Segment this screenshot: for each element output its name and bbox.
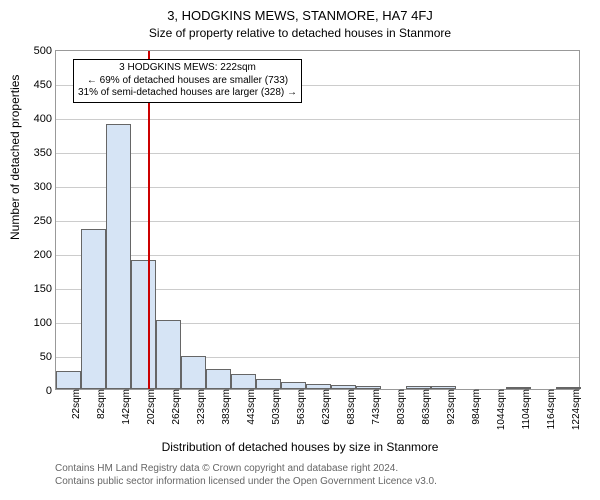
x-tick-label: 22sqm	[69, 389, 82, 419]
x-tick-label: 863sqm	[419, 389, 432, 425]
annotation-box: 3 HODGKINS MEWS: 222sqm← 69% of detached…	[73, 59, 302, 103]
gridline	[56, 255, 579, 256]
x-tick-label: 262sqm	[169, 389, 182, 425]
x-tick-label: 1224sqm	[569, 389, 582, 430]
y-tick-label: 150	[34, 283, 56, 295]
x-tick-label: 82sqm	[94, 389, 107, 419]
x-tick-label: 383sqm	[219, 389, 232, 425]
y-tick-label: 100	[34, 317, 56, 329]
chart-title: 3, HODGKINS MEWS, STANMORE, HA7 4FJ	[0, 8, 600, 23]
histogram-bar	[106, 124, 131, 389]
x-tick-label: 1164sqm	[544, 389, 557, 429]
x-tick-label: 984sqm	[469, 389, 482, 425]
y-tick-label: 450	[34, 79, 56, 91]
gridline	[56, 153, 579, 154]
y-tick-label: 0	[46, 385, 56, 397]
x-axis-label: Distribution of detached houses by size …	[0, 440, 600, 454]
footer-line-2: Contains public sector information licen…	[55, 475, 437, 488]
x-tick-label: 1104sqm	[519, 389, 532, 429]
y-tick-label: 50	[40, 351, 56, 363]
x-tick-label: 563sqm	[294, 389, 307, 425]
histogram-bar	[56, 371, 81, 389]
y-tick-label: 300	[34, 181, 56, 193]
x-tick-label: 323sqm	[194, 389, 207, 425]
x-tick-label: 503sqm	[269, 389, 282, 425]
property-size-chart: 3, HODGKINS MEWS, STANMORE, HA7 4FJ Size…	[0, 0, 600, 500]
x-tick-label: 803sqm	[394, 389, 407, 425]
x-tick-label: 743sqm	[369, 389, 382, 425]
histogram-bar	[181, 356, 206, 389]
y-tick-label: 400	[34, 113, 56, 125]
histogram-bar	[156, 320, 181, 389]
footer-attribution: Contains HM Land Registry data © Crown c…	[55, 462, 437, 488]
y-axis-label: Number of detached properties	[8, 75, 22, 240]
gridline	[56, 187, 579, 188]
footer-line-1: Contains HM Land Registry data © Crown c…	[55, 462, 437, 475]
y-tick-label: 200	[34, 249, 56, 261]
plot-area: 05010015020025030035040045050022sqm82sqm…	[55, 50, 580, 390]
y-tick-label: 350	[34, 147, 56, 159]
histogram-bar	[256, 379, 281, 389]
y-tick-label: 500	[34, 45, 56, 57]
chart-subtitle: Size of property relative to detached ho…	[0, 26, 600, 40]
histogram-bar	[81, 229, 106, 389]
x-tick-label: 202sqm	[144, 389, 157, 425]
x-tick-label: 623sqm	[319, 389, 332, 425]
gridline	[56, 221, 579, 222]
annotation-line: 3 HODGKINS MEWS: 222sqm	[78, 62, 297, 75]
x-tick-label: 443sqm	[244, 389, 257, 425]
histogram-bar	[281, 382, 306, 389]
histogram-bar	[206, 369, 231, 389]
x-tick-label: 923sqm	[444, 389, 457, 425]
y-tick-label: 250	[34, 215, 56, 227]
x-tick-label: 142sqm	[119, 389, 132, 425]
histogram-bar	[231, 374, 256, 389]
annotation-line: ← 69% of detached houses are smaller (73…	[78, 75, 297, 88]
annotation-line: 31% of semi-detached houses are larger (…	[78, 87, 297, 100]
histogram-bar	[131, 260, 156, 389]
x-tick-label: 683sqm	[344, 389, 357, 425]
gridline	[56, 119, 579, 120]
x-tick-label: 1044sqm	[494, 389, 507, 430]
